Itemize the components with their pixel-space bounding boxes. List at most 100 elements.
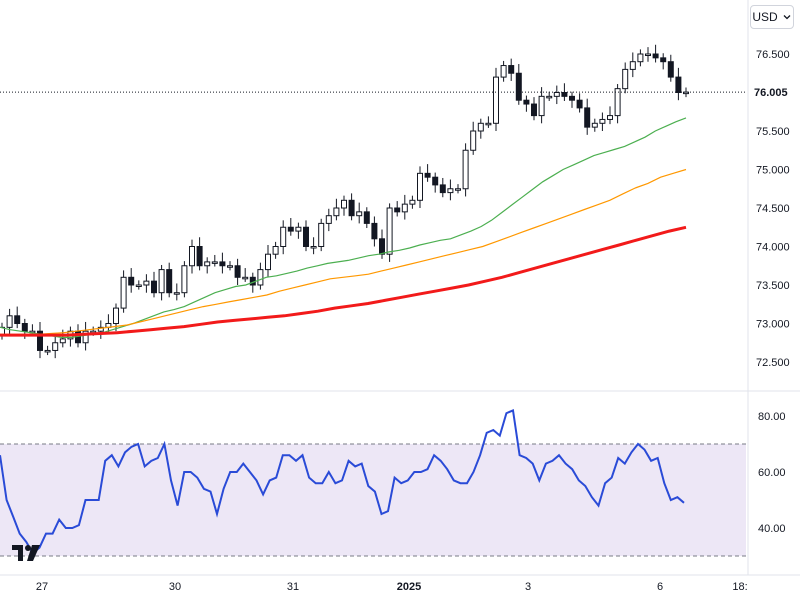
time-axis-tick-label: 18: xyxy=(732,581,747,593)
candle-body xyxy=(652,53,659,59)
candle-body xyxy=(295,226,302,232)
tradingview-logo-icon xyxy=(12,545,40,561)
candle-body xyxy=(667,61,674,78)
candle-body xyxy=(485,122,492,126)
last-price-label-bg xyxy=(750,83,796,102)
time-axis-tick-label: 6 xyxy=(657,581,663,593)
candle-body xyxy=(333,207,340,217)
candle-body xyxy=(515,72,522,101)
candle-body xyxy=(173,292,180,295)
candle-body xyxy=(584,107,591,128)
candle-body xyxy=(622,68,629,90)
candle-body xyxy=(546,95,553,99)
candle-body xyxy=(196,246,203,267)
moving-average-line xyxy=(0,168,687,335)
candle-body xyxy=(204,261,211,267)
price-axis-tick-label: 73.000 xyxy=(756,319,790,331)
candle-body xyxy=(166,269,173,294)
rsi-line xyxy=(0,408,685,555)
candle-body xyxy=(37,330,43,351)
candle-body xyxy=(303,226,309,247)
candle-body xyxy=(280,226,287,247)
candle-body xyxy=(135,284,142,287)
candle-body xyxy=(371,222,378,240)
candle-body xyxy=(181,265,188,294)
candle-body xyxy=(683,91,689,95)
price-axis-tick-label: 75.000 xyxy=(756,165,790,177)
price-axis-tick-label: 75.500 xyxy=(756,126,790,138)
candle-body xyxy=(591,122,598,128)
candle-body xyxy=(257,269,264,286)
last-price-label: 76.005 xyxy=(754,87,788,99)
candle-body xyxy=(14,315,21,324)
price-axis-tick-label: 73.500 xyxy=(756,280,790,292)
candle-body xyxy=(645,53,651,56)
candle-body xyxy=(189,246,195,267)
candle-body xyxy=(6,315,13,328)
candle-body xyxy=(82,330,89,344)
candle-body xyxy=(576,99,583,109)
candle-body xyxy=(523,99,530,105)
candle-body xyxy=(211,261,218,264)
candle-body xyxy=(341,199,347,209)
candle-body xyxy=(318,222,325,247)
candle-body xyxy=(538,95,545,117)
time-axis-tick-label: 27 xyxy=(36,581,48,593)
candle-body xyxy=(113,307,119,325)
candle-body xyxy=(637,53,644,63)
candle-body xyxy=(143,280,150,286)
candle-body xyxy=(660,57,667,63)
candle-body xyxy=(508,65,515,74)
candle-body xyxy=(470,130,477,151)
candle-body xyxy=(607,115,613,120)
candle-body xyxy=(310,246,317,249)
candle-body xyxy=(363,211,370,224)
price-axis-tick-label: 74.500 xyxy=(756,203,790,215)
rsi-axis-tick-label: 80.00 xyxy=(758,411,786,423)
currency-label: USD xyxy=(752,10,778,24)
candle-body xyxy=(500,65,507,78)
candle-body xyxy=(59,338,66,344)
candle-body xyxy=(553,92,560,97)
candle-body xyxy=(455,188,461,191)
candle-body xyxy=(531,103,537,117)
candle-body xyxy=(675,76,682,93)
time-axis-tick-label: 30 xyxy=(169,581,181,593)
currency-selector-button[interactable]: USD xyxy=(750,5,794,29)
candle-body xyxy=(52,342,59,351)
candle-body xyxy=(409,199,416,205)
candle-body xyxy=(439,184,446,194)
candle-body xyxy=(21,323,28,332)
time-axis-tick-label: 31 xyxy=(287,581,299,593)
candle-body xyxy=(128,276,135,286)
candle-body xyxy=(120,276,127,309)
candle-body xyxy=(394,207,401,213)
moving-average-line xyxy=(0,117,687,338)
rsi-axis-tick-label: 60.00 xyxy=(758,467,786,479)
candle-body xyxy=(287,226,294,232)
time-axis-tick-label: 3 xyxy=(525,581,531,593)
moving-average-line xyxy=(0,225,687,337)
candle-body xyxy=(386,207,393,255)
candle-body xyxy=(219,261,226,267)
candle-body xyxy=(97,326,104,332)
candle-body xyxy=(227,265,233,268)
chevron-down-icon xyxy=(783,15,791,20)
candle-body xyxy=(569,95,575,101)
candle-body xyxy=(432,176,439,186)
time-axis-tick-label: 2025 xyxy=(397,581,421,593)
candle-body xyxy=(401,203,408,213)
candle-body xyxy=(493,76,499,124)
candle-body xyxy=(151,280,157,294)
candle-body xyxy=(325,215,332,224)
candle-body xyxy=(599,118,606,124)
candle-body xyxy=(272,246,279,255)
candle-body xyxy=(561,92,568,97)
rsi-axis-tick-label: 40.00 xyxy=(758,523,786,535)
candle-body xyxy=(462,149,469,190)
price-axis-tick-label: 76.500 xyxy=(756,49,790,61)
candle-body xyxy=(242,276,249,280)
candle-body xyxy=(356,211,363,217)
